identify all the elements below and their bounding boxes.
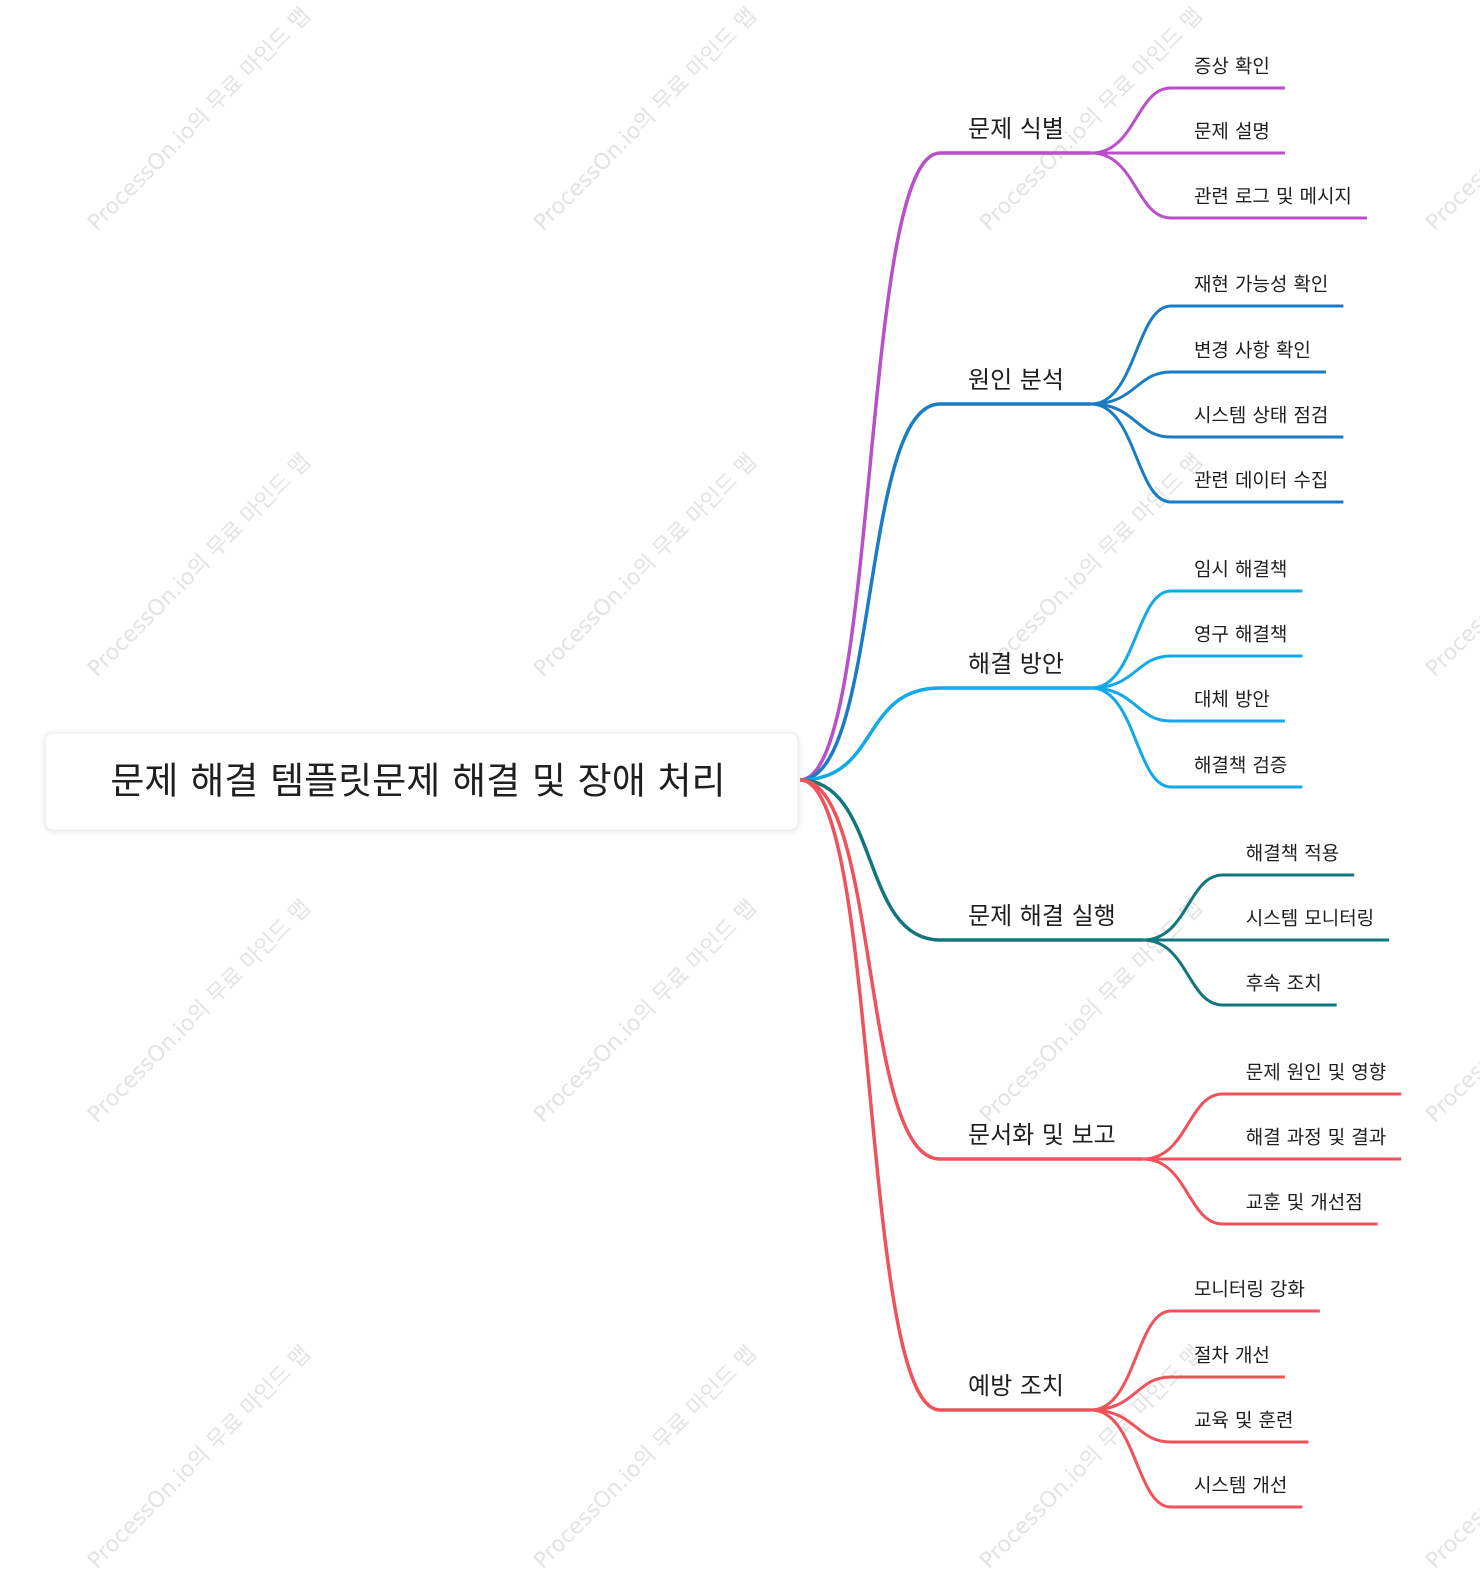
branch-label: 문제 식별: [968, 115, 1064, 143]
branch-label: 원인 분석: [968, 366, 1064, 394]
child-link: [1090, 402, 1344, 504]
child-label: 시스템 모니터링: [1246, 908, 1374, 930]
child-label: 교훈 및 개선점: [1246, 1192, 1363, 1214]
child-link: [1142, 1092, 1402, 1161]
branch-label: 문서화 및 보고: [968, 1121, 1116, 1149]
child-link: [1090, 370, 1326, 406]
watermark-text: ProcessOn.io의 무료 마인드 맵: [83, 449, 316, 682]
child-label: 후속 조치: [1246, 973, 1322, 995]
watermark-text: ProcessOn.io의 무료 마인드 맵: [529, 895, 762, 1128]
watermark-text: ProcessOn.io의 무료 마인드 맵: [975, 449, 1208, 682]
child-link: [1090, 304, 1344, 406]
branch-link: [799, 778, 1091, 1412]
child-label: 교육 및 훈련: [1194, 1410, 1293, 1432]
branch-link: [799, 686, 1091, 782]
watermark-text: ProcessOn.io의 무료 마인드 맵: [529, 3, 762, 236]
child-link: [1090, 686, 1285, 723]
watermark-text: ProcessOn.io의 무료 마인드 맵: [83, 895, 316, 1128]
child-label: 문제 설명: [1194, 121, 1270, 143]
branch-label: 문제 해결 실행: [968, 902, 1116, 930]
child-label: 변경 사항 확인: [1194, 340, 1311, 362]
child-link: [1090, 1408, 1303, 1509]
branch-link: [799, 778, 1143, 1161]
watermark-text: ProcessOn.io의 무료 마인드 맵: [529, 449, 762, 682]
watermark-text: ProcessOn.io의 무료 마인드 맵: [975, 895, 1208, 1128]
watermark-text: ProcessOn.io의 무료 마인드 맵: [1421, 1341, 1480, 1574]
child-label: 재현 가능성 확인: [1194, 274, 1328, 296]
branch-label: 예방 조치: [968, 1372, 1064, 1400]
links: [799, 86, 1402, 1509]
child-label: 임시 해결책: [1194, 559, 1287, 581]
watermark-text: ProcessOn.io의 무료 마인드 맵: [1421, 895, 1480, 1128]
child-label: 대체 방안: [1194, 689, 1270, 711]
root-box: [44, 732, 799, 831]
branch-link: [799, 402, 1091, 782]
child-label: 관련 데이터 수집: [1194, 470, 1328, 492]
root-label: 문제 해결 템플릿문제 해결 및 장애 처리: [110, 760, 725, 803]
child-link: [1142, 1157, 1378, 1226]
branch-link: [799, 151, 1091, 782]
child-label: 증상 확인: [1194, 56, 1270, 78]
watermark-text: ProcessOn.io의 무료 마인드 맵: [529, 1341, 762, 1574]
child-label: 관련 로그 및 메시지: [1194, 186, 1352, 208]
child-link: [1090, 1309, 1320, 1412]
child-link: [1090, 686, 1303, 789]
branch-label: 해결 방안: [968, 650, 1064, 678]
child-label: 절차 개선: [1194, 1345, 1270, 1367]
child-link: [1090, 589, 1303, 690]
watermark-text: ProcessOn.io의 무료 마인드 맵: [1421, 449, 1480, 682]
watermark-text: ProcessOn.io의 무료 마인드 맵: [83, 3, 316, 236]
child-link: [1090, 151, 1367, 220]
child-label: 모니터링 강화: [1194, 1279, 1305, 1301]
child-link: [1090, 402, 1344, 439]
child-label: 해결책 적용: [1246, 843, 1339, 865]
child-link: [1142, 938, 1337, 1007]
child-label: 시스템 상태 점검: [1194, 405, 1328, 427]
child-label: 문제 원인 및 영향: [1246, 1062, 1386, 1084]
child-link: [1090, 1375, 1285, 1412]
child-link: [1090, 86, 1285, 155]
child-link: [1090, 1408, 1309, 1444]
child-label: 해결 과정 및 결과: [1246, 1127, 1386, 1149]
watermark-text: ProcessOn.io의 무료 마인드 맵: [83, 1341, 316, 1574]
child-link: [1142, 873, 1355, 942]
child-label: 해결책 검증: [1194, 755, 1287, 777]
branch-link: [799, 778, 1143, 942]
watermark-text: ProcessOn.io의 무료 마인드 맵: [1421, 3, 1480, 236]
child-link: [1090, 654, 1303, 690]
child-label: 시스템 개선: [1194, 1475, 1287, 1497]
child-label: 영구 해결책: [1194, 624, 1287, 646]
